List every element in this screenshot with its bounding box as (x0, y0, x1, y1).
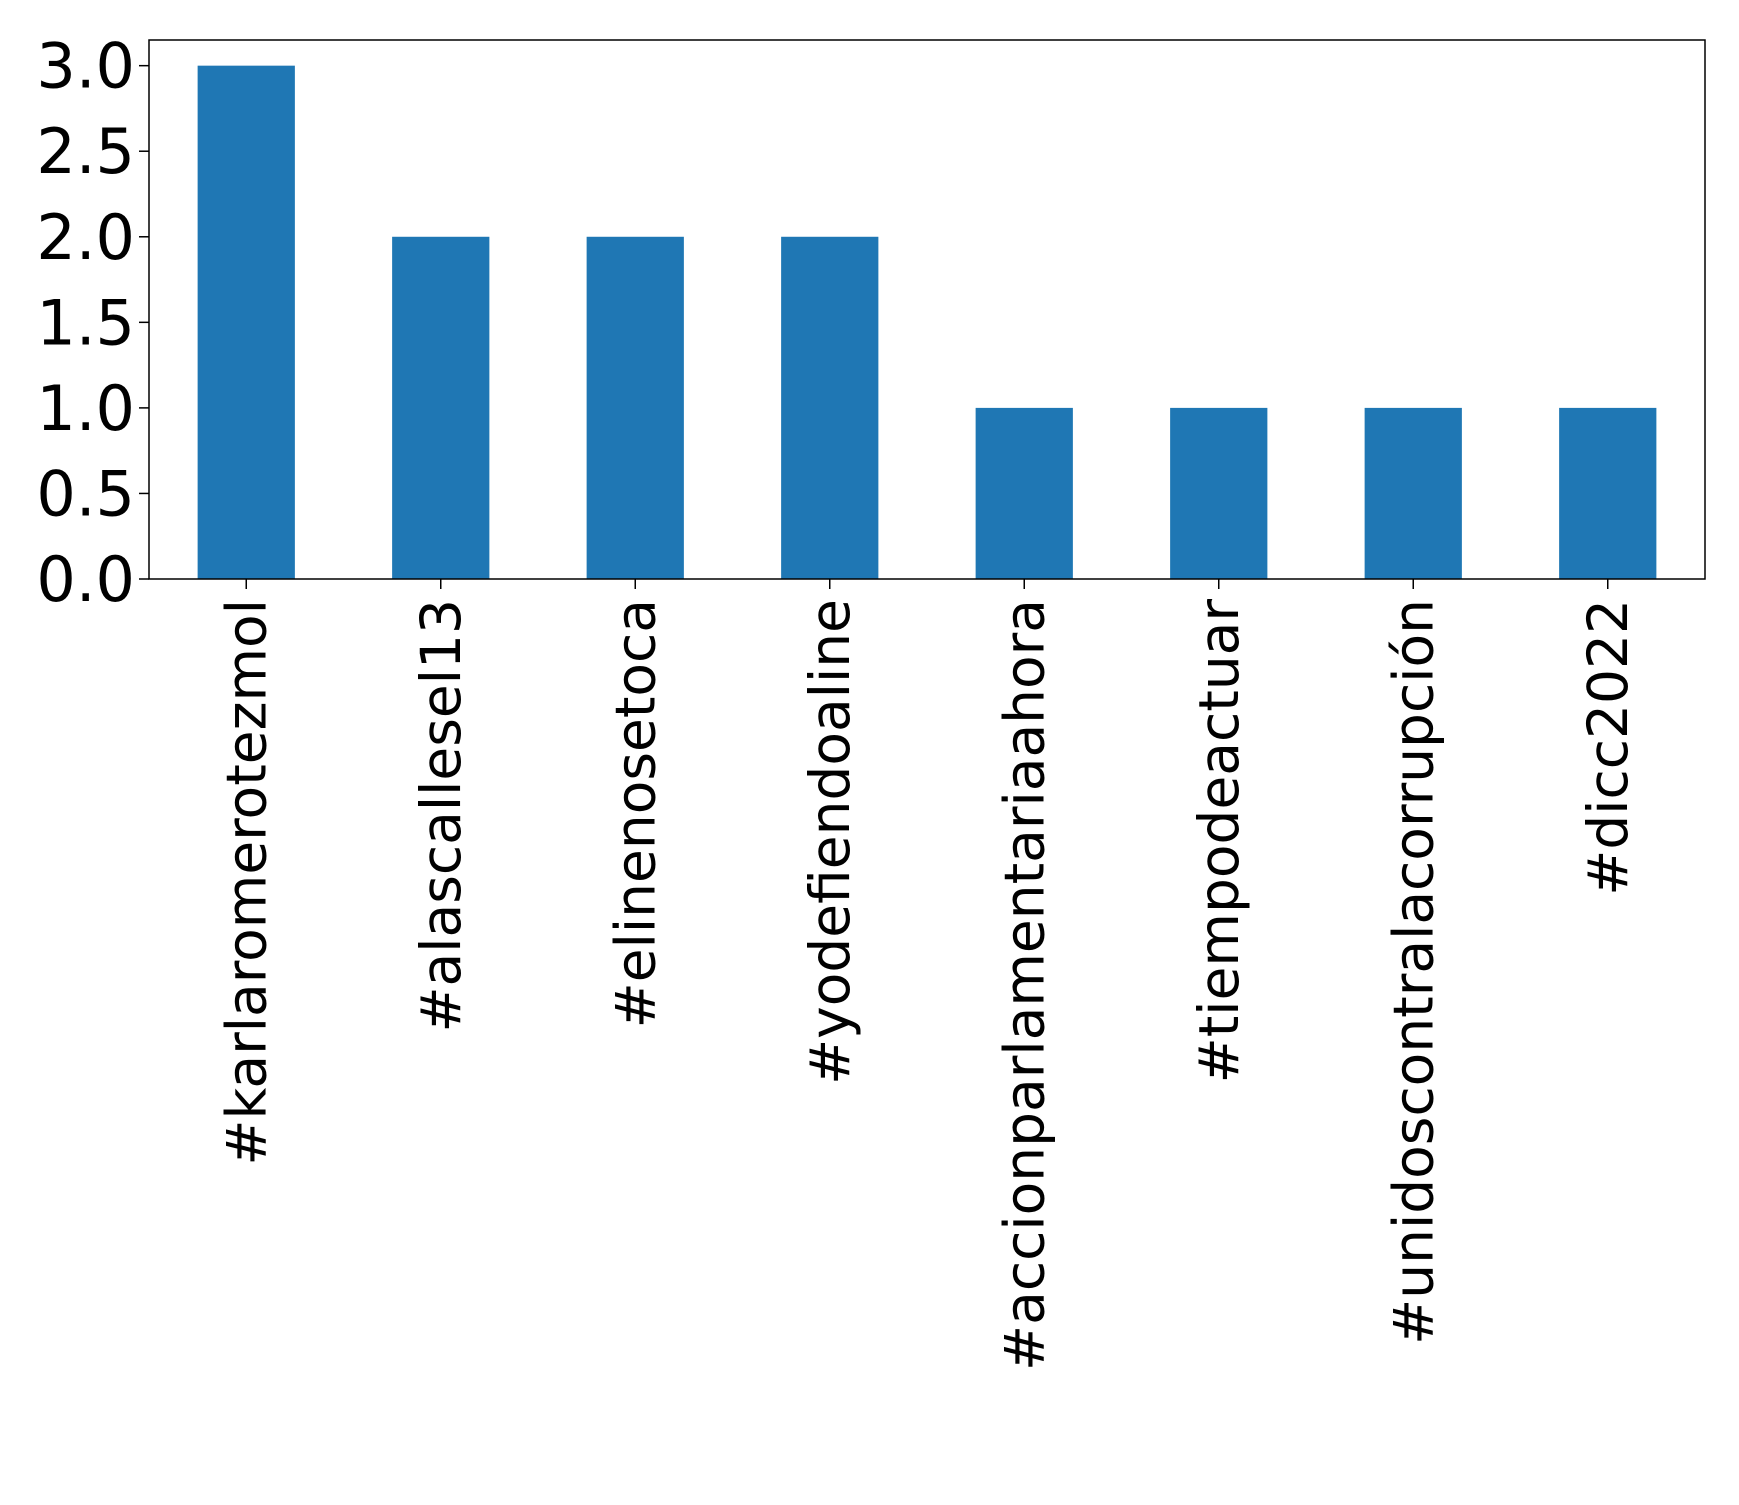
bars-group (197, 65, 1657, 579)
x-tick-label: #yodefiendoaline (798, 599, 862, 1085)
bar (1170, 407, 1268, 579)
bar (781, 236, 879, 579)
bar (197, 65, 295, 579)
y-tick-label: 1.0 (36, 372, 135, 445)
x-tick-label: #alascallesel13 (409, 599, 473, 1033)
bar (975, 407, 1073, 579)
y-tick-label: 3.0 (36, 30, 135, 103)
y-tick-label: 0.0 (36, 543, 135, 616)
x-axis: #karlaromerotezmol #alascallesel13 #elinen… (214, 579, 1640, 1371)
x-tick-label: #dicc2022 (1576, 599, 1640, 896)
bar (1559, 407, 1657, 579)
y-axis: 0.0 0.5 1.0 1.5 2.0 2.5 3.0 (36, 30, 149, 616)
y-tick-label: 2.5 (36, 115, 135, 188)
plot-background (149, 40, 1705, 579)
y-tick-label: 1.5 (36, 286, 135, 359)
x-tick-label: #accionparlamentariaahora (992, 599, 1056, 1371)
x-tick-label: #elinenosetoca (603, 599, 667, 1028)
x-tick-label: #unidoscontralacorrupción (1381, 599, 1445, 1345)
y-tick-label: 2.0 (36, 201, 135, 274)
x-tick-label: #tiempodeactuar (1187, 599, 1251, 1084)
bar (586, 236, 684, 579)
bar (392, 236, 490, 579)
y-tick-label: 0.5 (36, 457, 135, 530)
bar (1364, 407, 1462, 579)
plot-frame (148, 39, 1706, 580)
x-tick-label: #karlaromerotezmol (214, 599, 278, 1166)
